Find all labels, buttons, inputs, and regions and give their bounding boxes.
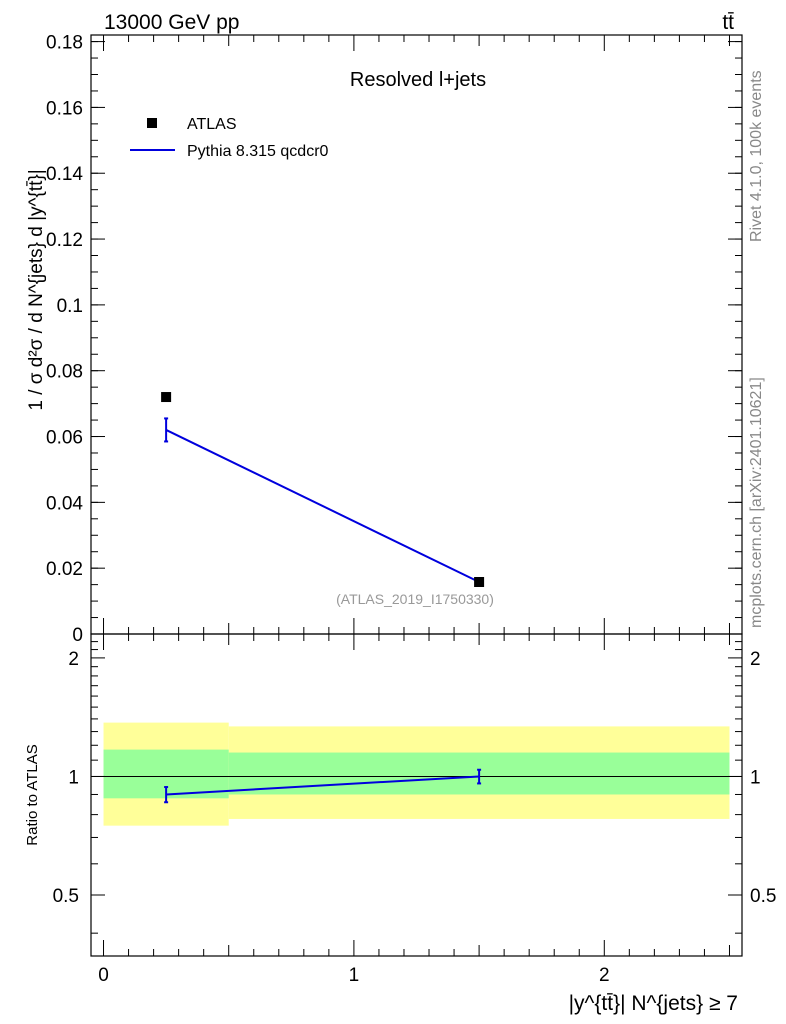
main-panel: 0 0.02 0.04 0.06 0.08 0.1 0.12 0.14 0.16 0.18 Res…	[26, 33, 743, 646]
ratio-bands	[103, 722, 730, 826]
source-label: mcplots.cern.ch [arXiv:2401.10621]	[748, 377, 765, 628]
ratio-y-tick-label: 2	[68, 649, 79, 670]
rivet-label: Rivet 4.1.0, 100k events	[748, 70, 765, 242]
main-y-tick-label: 0.16	[46, 98, 83, 119]
ratio-y-tick-label-right: 2	[750, 649, 761, 670]
main-title: Resolved l+jets	[350, 69, 486, 91]
ratio-panel: 0.5 0.5 1 1 2 2 0 1 2 Ratio to ATLAS |y^{tt̄}| …	[24, 633, 776, 1015]
process-label: tt̄	[722, 11, 734, 34]
ratio-y-ticks: 0.5 0.5 1 1 2 2	[53, 641, 776, 934]
x-axis-label: |y^{tt̄}| N^{jets} ≥ 7	[569, 992, 738, 1015]
main-y-tick-label: 0.04	[46, 493, 83, 514]
main-y-tick-label: 0.14	[46, 164, 83, 185]
main-y-tick-label: 0.12	[46, 230, 83, 251]
main-series	[161, 392, 485, 587]
x-tick-label: 1	[349, 965, 360, 986]
ratio-pythia-line	[166, 775, 480, 796]
ratio-frame	[90, 633, 743, 957]
main-y-ticks: 0 0.02 0.04 0.06 0.08 0.1 0.12 0.14 0.16 0.18	[46, 33, 742, 646]
main-y-tick-label: 0.1	[57, 296, 83, 317]
energy-label: 13000 GeV pp	[104, 11, 239, 34]
ratio-y-tick-label-right: 1	[750, 767, 761, 788]
atlas-point	[161, 392, 172, 403]
legend-atlas-marker	[147, 118, 157, 128]
ratio-series	[164, 768, 482, 804]
main-y-tick-label: 0.06	[46, 428, 83, 449]
main-y-tick-label: 0.18	[46, 33, 83, 54]
legend-pythia-label: Pythia 8.315 qcdcr0	[187, 143, 329, 160]
legend: ATLAS Pythia 8.315 qcdcr0	[130, 116, 329, 160]
main-y-tick-label: 0	[72, 625, 83, 646]
ratio-y-axis-label: Ratio to ATLAS	[24, 744, 41, 845]
ratio-y-tick-label-right: 0.5	[750, 886, 776, 907]
ratio-y-tick-label: 0.5	[53, 886, 79, 907]
ratio-x-ticks: 0 1 2	[98, 634, 730, 986]
main-y-tick-label: 0.08	[46, 362, 83, 383]
atlas-point	[474, 576, 485, 587]
x-tick-label: 2	[599, 965, 610, 986]
main-x-ticks	[103, 35, 730, 634]
x-tick-label: 0	[98, 965, 109, 986]
watermark: (ATLAS_2019_I1750330)	[336, 591, 494, 607]
legend-atlas-label: ATLAS	[187, 116, 237, 133]
main-y-axis-label: 1 / σ d²σ / d N^{jets} d |y^{tt̄}|	[26, 169, 47, 410]
main-y-tick-label: 0.02	[46, 559, 83, 580]
ratio-y-tick-label: 1	[68, 767, 79, 788]
pythia-line	[165, 429, 480, 583]
